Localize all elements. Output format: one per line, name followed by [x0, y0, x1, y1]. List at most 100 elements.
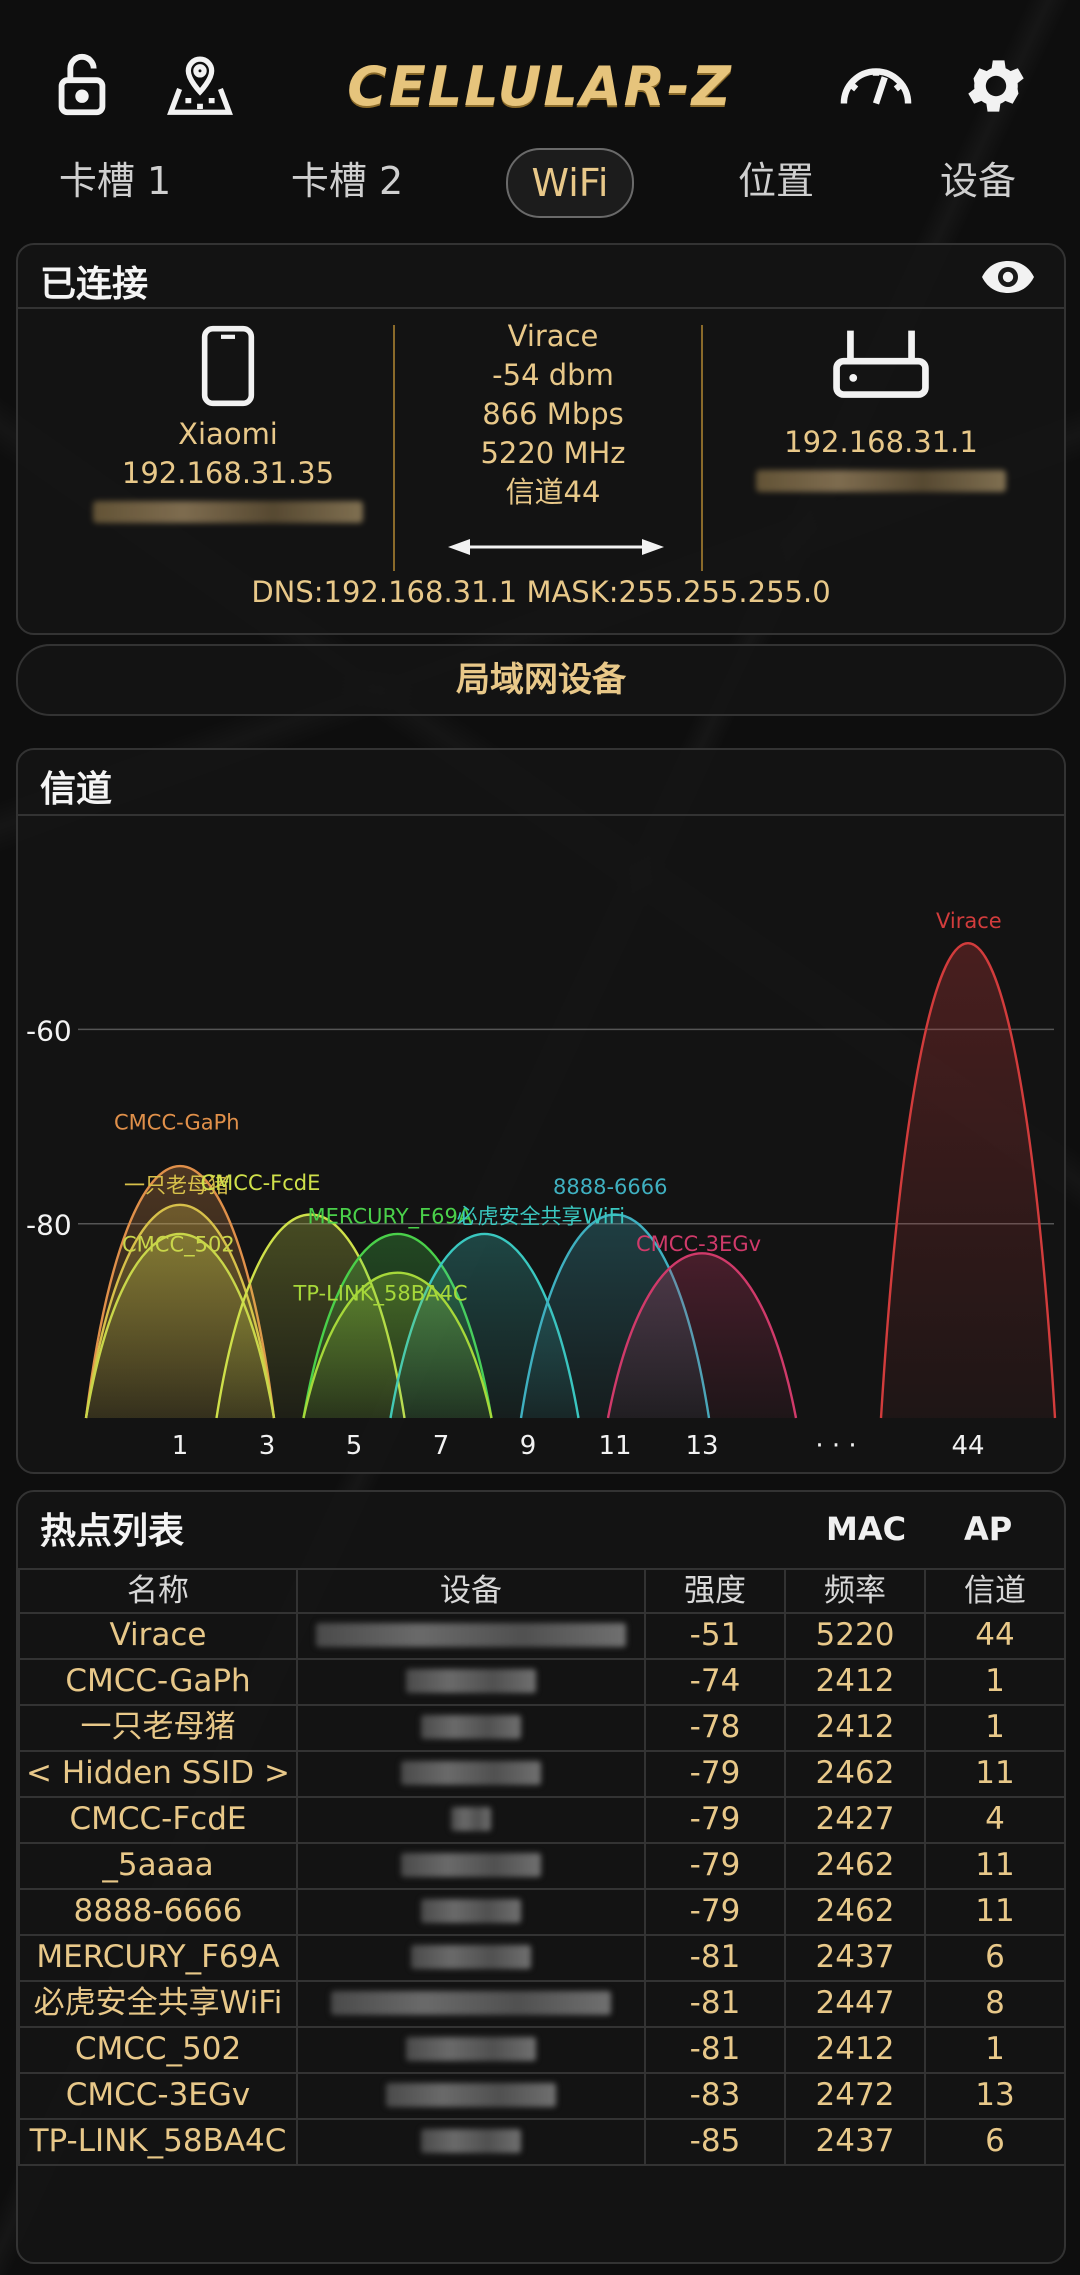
gear-icon[interactable] [958, 48, 1034, 124]
hotspot-strength: -79 [644, 1750, 786, 1798]
client-device-ip: 192.168.31.35 [121, 456, 335, 490]
hotspot-channel: 6 [924, 1934, 1066, 1982]
table-row[interactable]: CMCC_502 -81 2412 1 [18, 2026, 1066, 2074]
hotspot-name: < Hidden SSID > [18, 1750, 298, 1798]
hotspot-name: 8888-6666 [18, 1888, 298, 1936]
dns-mask-info: DNS:192.168.31.1 MASK:255.255.255.0 [251, 575, 831, 609]
signal-curve [606, 1252, 798, 1419]
hotspot-frequency: 2472 [784, 2072, 926, 2120]
tab-location[interactable]: 位置 [737, 159, 814, 203]
hotspot-table: 名称 设备 强度 频率 信道 Virace -51 5220 44 CMCC-GaPh -… [18, 1568, 1066, 2166]
hotspot-device-redacted [296, 1888, 646, 1936]
lock-icon[interactable] [44, 48, 120, 124]
client-device-column: Xiaomi 192.168.31.35 [38, 315, 418, 533]
tab-sim-2[interactable]: 卡槽 2 [290, 159, 404, 203]
hotspot-frequency: 2412 [784, 1658, 926, 1706]
table-row[interactable]: 8888-6666 -79 2462 11 [18, 1888, 1066, 1936]
link-ssid: Virace [507, 319, 599, 353]
hotspot-frequency: 2462 [784, 1750, 926, 1798]
connected-panel: 已连接 Xiaomi 192.168.31.35 Virace -54 dbm … [16, 243, 1066, 635]
hotspot-strength: -79 [644, 1842, 786, 1890]
link-signal: -54 dbm [492, 358, 614, 392]
hotspot-channel: 1 [924, 2026, 1066, 2074]
signal-curve [302, 1271, 493, 1419]
series-label: CMCC-GaPh [114, 1110, 240, 1134]
series-label: 必虎安全共享WiFi [457, 1204, 626, 1228]
col-header-device[interactable]: 设备 [296, 1568, 646, 1614]
table-row[interactable]: 一只老母猪 -78 2412 1 [18, 1704, 1066, 1752]
signal-curve-fill [881, 943, 1055, 1418]
series-label: TP-LINK_58BA4C [293, 1281, 468, 1306]
hotspot-channel: 44 [924, 1612, 1066, 1660]
x-tick-label: 3 [259, 1431, 276, 1461]
series-label: 8888-6666 [553, 1175, 667, 1199]
router-column: 192.168.31.1 [711, 315, 1051, 502]
mac-toggle-button[interactable]: MAC [826, 1510, 907, 1548]
col-header-name[interactable]: 名称 [18, 1568, 298, 1614]
x-tick-label: 5 [346, 1431, 363, 1461]
hotspot-device-redacted [296, 2026, 646, 2074]
hotspot-device-redacted [296, 1934, 646, 1982]
hotspot-device-redacted [296, 1980, 646, 2028]
x-tick-label: 7 [433, 1431, 450, 1461]
x-tick-label: 11 [598, 1431, 631, 1461]
table-row[interactable]: < Hidden SSID > -79 2462 11 [18, 1750, 1066, 1798]
table-row[interactable]: TP-LINK_58BA4C -85 2437 6 [18, 2118, 1066, 2166]
speedometer-icon[interactable] [828, 48, 924, 124]
x-tick-label: 1 [172, 1431, 189, 1461]
ap-toggle-button[interactable]: AP [964, 1510, 1013, 1548]
col-header-strength[interactable]: 强度 [644, 1568, 786, 1614]
hotspot-strength: -51 [644, 1612, 786, 1660]
hotspot-frequency: 2412 [784, 2026, 926, 2074]
hotspot-channel: 13 [924, 2072, 1066, 2120]
table-row[interactable]: _5aaaa -79 2462 11 [18, 1842, 1066, 1890]
y-tick-label: -60 [26, 1014, 72, 1047]
series-label: Virace [936, 909, 1002, 933]
signal-curve-fill [608, 1253, 796, 1418]
tab-sim-1[interactable]: 卡槽 1 [58, 159, 172, 203]
y-tick-label: -80 [26, 1209, 72, 1242]
col-header-frequency[interactable]: 频率 [784, 1568, 926, 1614]
client-mac-redacted [93, 501, 363, 523]
col-header-channel[interactable]: 信道 [924, 1568, 1066, 1614]
map-pin-icon[interactable] [162, 48, 238, 124]
x-tick-label: 44 [951, 1431, 984, 1461]
hotspot-name: CMCC_502 [18, 2026, 298, 2074]
hotspot-frequency: 2462 [784, 1842, 926, 1890]
x-tick-label: 9 [520, 1431, 537, 1461]
signal-curve-fill [303, 1272, 492, 1418]
table-header-row: 名称 设备 强度 频率 信道 [18, 1568, 1066, 1614]
hotspot-device-redacted [296, 1842, 646, 1890]
app-logo: CELLULAR-Z [347, 55, 733, 118]
table-row[interactable]: 必虎安全共享WiFi -81 2447 8 [18, 1980, 1066, 2028]
hotspot-frequency: 2447 [784, 1980, 926, 2028]
hotspot-strength: -81 [644, 1980, 786, 2028]
hotspot-strength: -74 [644, 1658, 786, 1706]
hotspot-frequency: 5220 [784, 1612, 926, 1660]
channel-title: 信道 [40, 769, 113, 810]
hotspot-strength: -85 [644, 2118, 786, 2166]
hotspot-title: 热点列表 [40, 1511, 185, 1552]
hotspot-frequency: 2462 [784, 1888, 926, 1936]
hotspot-channel: 6 [924, 2118, 1066, 2166]
lan-devices-button[interactable]: 局域网设备 [16, 644, 1066, 716]
hotspot-name: _5aaaa [18, 1842, 298, 1890]
table-row[interactable]: CMCC-GaPh -74 2412 1 [18, 1658, 1066, 1706]
table-row[interactable]: MERCURY_F69A -81 2437 6 [18, 1934, 1066, 1982]
table-row[interactable]: CMCC-3EGv -83 2472 13 [18, 2072, 1066, 2120]
table-row[interactable]: CMCC-FcdE -79 2427 4 [18, 1796, 1066, 1844]
eye-icon[interactable] [980, 257, 1036, 297]
tab-wifi[interactable]: WiFi [506, 148, 634, 218]
hotspot-channel: 4 [924, 1796, 1066, 1844]
router-mac-redacted [756, 470, 1006, 492]
hotspot-channel: 11 [924, 1888, 1066, 1936]
table-row[interactable]: Virace -51 5220 44 [18, 1612, 1066, 1660]
link-channel: 信道44 [505, 475, 601, 509]
hotspot-device-redacted [296, 1796, 646, 1844]
hotspot-name: Virace [18, 1612, 298, 1660]
column-divider-right [701, 325, 703, 571]
link-frequency: 5220 MHz [480, 436, 626, 470]
panel-divider [18, 307, 1064, 309]
bidirectional-arrow-icon [448, 539, 664, 555]
tab-device[interactable]: 设备 [939, 159, 1016, 203]
